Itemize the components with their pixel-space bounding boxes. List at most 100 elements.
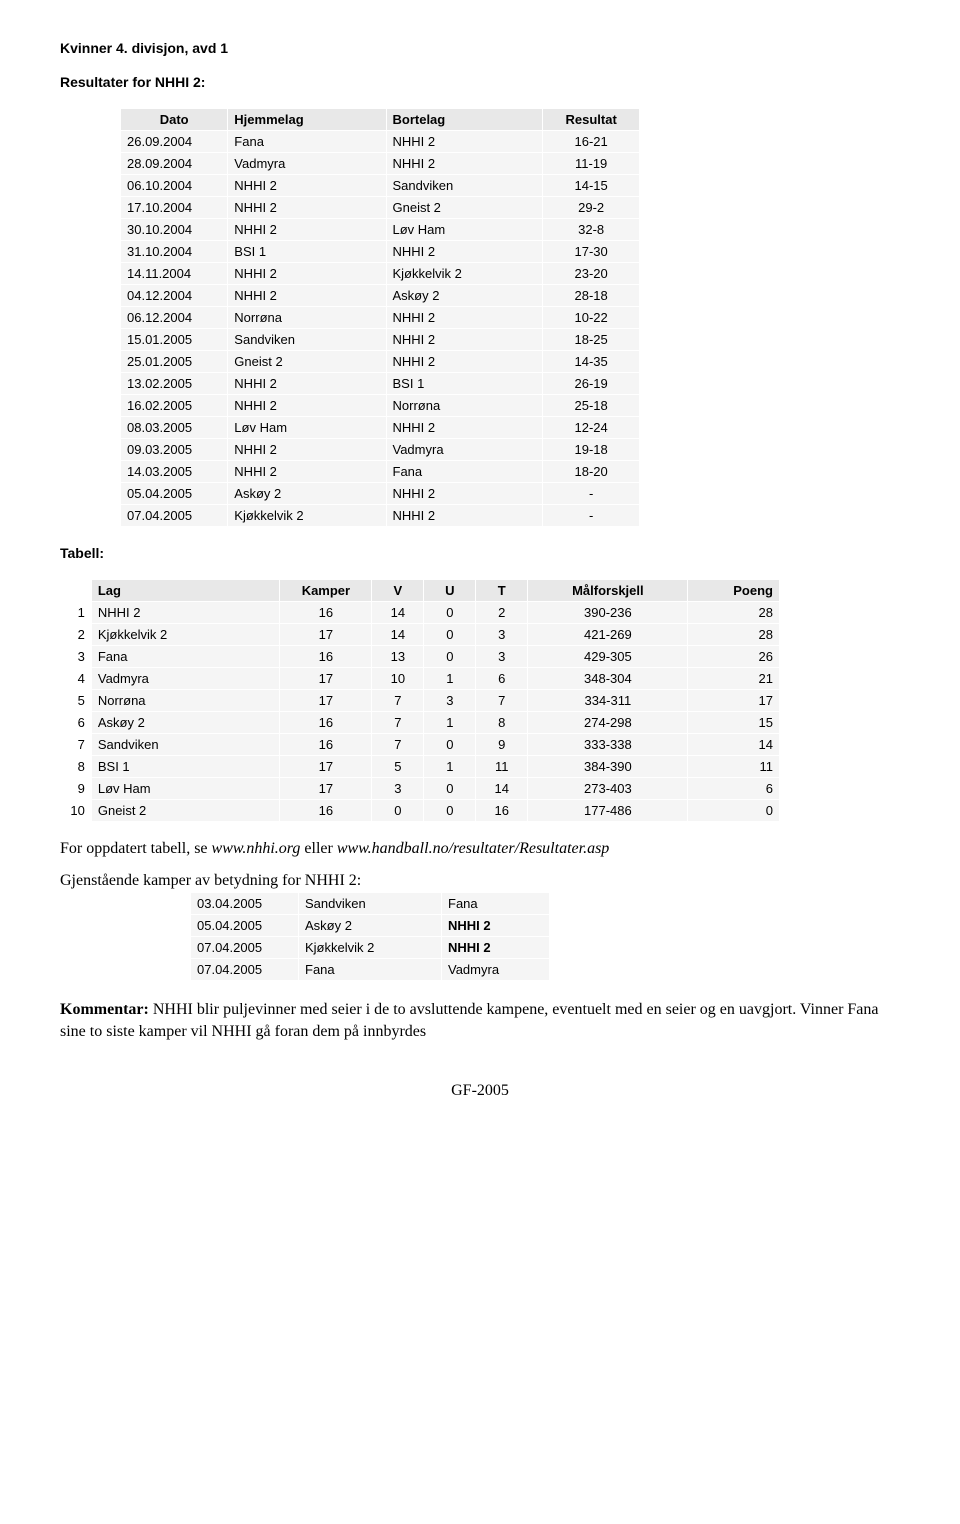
table-row: 17.10.2004NHHI 2Gneist 229-2 <box>121 197 639 218</box>
cell-rank: 6 <box>61 712 91 733</box>
cell-away: Sandviken <box>387 175 543 196</box>
cell-date: 05.04.2005 <box>121 483 227 504</box>
cell-w: 0 <box>372 800 423 821</box>
cell-w: 7 <box>372 690 423 711</box>
table-row: 06.12.2004NorrønaNHHI 210-22 <box>121 307 639 328</box>
cell-team: Kjøkkelvik 2 <box>92 624 280 645</box>
cell-w: 13 <box>372 646 423 667</box>
cell-l: 16 <box>476 800 527 821</box>
cell-d: 3 <box>424 690 475 711</box>
cell-rank: 10 <box>61 800 91 821</box>
page-title: Kvinner 4. divisjon, avd 1 <box>60 40 900 56</box>
cell-played: 16 <box>280 646 371 667</box>
cell-l: 11 <box>476 756 527 777</box>
results-heading: Resultater for NHHI 2: <box>60 74 900 90</box>
table-row: 14.11.2004NHHI 2Kjøkkelvik 223-20 <box>121 263 639 284</box>
cell-d: 1 <box>424 712 475 733</box>
table-row: 26.09.2004FanaNHHI 216-21 <box>121 131 639 152</box>
cell-home: NHHI 2 <box>228 461 385 482</box>
standings-heading: Tabell: <box>60 545 900 561</box>
table-row: 6Askøy 216718274-29815 <box>61 712 779 733</box>
table-row: 07.04.2005Kjøkkelvik 2NHHI 2- <box>121 505 639 526</box>
cell-home: Sandviken <box>299 893 441 914</box>
cell-rank: 9 <box>61 778 91 799</box>
cell-date: 14.03.2005 <box>121 461 227 482</box>
cell-played: 16 <box>280 602 371 623</box>
cell-l: 7 <box>476 690 527 711</box>
cell-d: 0 <box>424 646 475 667</box>
table-row: 25.01.2005Gneist 2NHHI 214-35 <box>121 351 639 372</box>
cell-away: Løv Ham <box>387 219 543 240</box>
table-row: 3Fana161303429-30526 <box>61 646 779 667</box>
cell-date: 31.10.2004 <box>121 241 227 262</box>
cell-l: 6 <box>476 668 527 689</box>
cell-result: 28-18 <box>543 285 639 306</box>
cell-away: NHHI 2 <box>387 329 543 350</box>
cell-date: 30.10.2004 <box>121 219 227 240</box>
note-link-2: www.handball.no/resultater/Resultater.as… <box>337 840 609 857</box>
cell-l: 2 <box>476 602 527 623</box>
cell-played: 17 <box>280 756 371 777</box>
cell-home: NHHI 2 <box>228 175 385 196</box>
cell-away: Norrøna <box>387 395 543 416</box>
table-row: 28.09.2004VadmyraNHHI 211-19 <box>121 153 639 174</box>
cell-w: 3 <box>372 778 423 799</box>
cell-away: NHHI 2 <box>387 351 543 372</box>
cell-l: 8 <box>476 712 527 733</box>
cell-date: 17.10.2004 <box>121 197 227 218</box>
cell-home: Askøy 2 <box>299 915 441 936</box>
table-row: 05.04.2005Askøy 2NHHI 2 <box>191 915 549 936</box>
cell-w: 10 <box>372 668 423 689</box>
cell-gd: 348-304 <box>528 668 687 689</box>
table-row: 07.04.2005FanaVadmyra <box>191 959 549 980</box>
cell-team: Fana <box>92 646 280 667</box>
table-row: 13.02.2005NHHI 2BSI 126-19 <box>121 373 639 394</box>
col-date: Dato <box>121 109 227 130</box>
cell-away: NHHI 2 <box>387 417 543 438</box>
cell-date: 25.01.2005 <box>121 351 227 372</box>
cell-d: 0 <box>424 624 475 645</box>
cell-pts: 21 <box>688 668 779 689</box>
cell-result: 10-22 <box>543 307 639 328</box>
cell-played: 16 <box>280 734 371 755</box>
table-row: 03.04.2005SandvikenFana <box>191 893 549 914</box>
remaining-heading: Gjenstående kamper av betydning for NHHI… <box>60 872 900 890</box>
table-row: 14.03.2005NHHI 2Fana18-20 <box>121 461 639 482</box>
cell-home: NHHI 2 <box>228 285 385 306</box>
cell-d: 0 <box>424 800 475 821</box>
cell-rank: 4 <box>61 668 91 689</box>
comment-body: NHHI blir puljevinner med seier i de to … <box>60 1001 879 1040</box>
cell-team: Sandviken <box>92 734 280 755</box>
cell-result: 17-30 <box>543 241 639 262</box>
cell-home: NHHI 2 <box>228 373 385 394</box>
cell-date: 26.09.2004 <box>121 131 227 152</box>
cell-d: 1 <box>424 668 475 689</box>
cell-result: 11-19 <box>543 153 639 174</box>
cell-gd: 333-338 <box>528 734 687 755</box>
standings-table: Lag Kamper V U T Målforskjell Poeng 1NHH… <box>60 579 780 822</box>
cell-away: NHHI 2 <box>387 131 543 152</box>
cell-home: Fana <box>299 959 441 980</box>
cell-pts: 11 <box>688 756 779 777</box>
cell-away: Askøy 2 <box>387 285 543 306</box>
table-row: 04.12.2004NHHI 2Askøy 228-18 <box>121 285 639 306</box>
standings-header-row: Lag Kamper V U T Målforskjell Poeng <box>61 580 779 601</box>
cell-result: 32-8 <box>543 219 639 240</box>
cell-pts: 14 <box>688 734 779 755</box>
cell-away: NHHI 2 <box>387 483 543 504</box>
cell-home: BSI 1 <box>228 241 385 262</box>
cell-home: NHHI 2 <box>228 219 385 240</box>
cell-away: NHHI 2 <box>387 505 543 526</box>
cell-date: 15.01.2005 <box>121 329 227 350</box>
table-row: 06.10.2004NHHI 2Sandviken14-15 <box>121 175 639 196</box>
update-note: For oppdatert tabell, se www.nhhi.org el… <box>60 840 900 858</box>
cell-l: 14 <box>476 778 527 799</box>
table-row: 16.02.2005NHHI 2Norrøna25-18 <box>121 395 639 416</box>
cell-played: 17 <box>280 624 371 645</box>
cell-result: - <box>543 505 639 526</box>
table-row: 15.01.2005SandvikenNHHI 218-25 <box>121 329 639 350</box>
cell-pts: 28 <box>688 602 779 623</box>
cell-result: 26-19 <box>543 373 639 394</box>
cell-result: 19-18 <box>543 439 639 460</box>
page-footer: GF-2005 <box>60 1082 900 1100</box>
